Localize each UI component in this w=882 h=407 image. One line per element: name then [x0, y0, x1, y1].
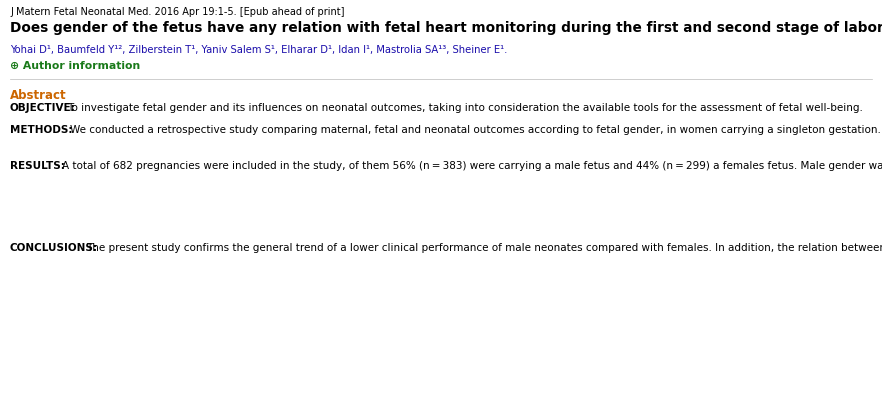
Text: Abstract: Abstract [10, 89, 67, 102]
Text: RESULTS:: RESULTS: [10, 161, 65, 171]
Text: Yohai D¹, Baumfeld Y¹², Zilberstein T¹, Yaniv Salem S¹, Elharar D¹, Idan I¹, Mas: Yohai D¹, Baumfeld Y¹², Zilberstein T¹, … [10, 45, 507, 55]
Text: To investigate fetal gender and its influences on neonatal outcomes, taking into: To investigate fetal gender and its infl… [67, 103, 863, 113]
Text: ⊕ Author information: ⊕ Author information [10, 61, 140, 71]
Text: J Matern Fetal Neonatal Med. 2016 Apr 19:1-5. [Epub ahead of print]: J Matern Fetal Neonatal Med. 2016 Apr 19… [10, 7, 345, 17]
Text: The present study confirms the general trend of a lower clinical performance of : The present study confirms the general t… [86, 243, 882, 253]
Text: A total of 682 pregnancies were included in the study, of them 56% (n = 383) wer: A total of 682 pregnancies were included… [62, 161, 882, 171]
Text: We conducted a retrospective study comparing maternal, fetal and neonatal outcom: We conducted a retrospective study compa… [70, 125, 882, 135]
Text: Does gender of the fetus have any relation with fetal heart monitoring during th: Does gender of the fetus have any relati… [10, 21, 882, 35]
Text: OBJECTIVE:: OBJECTIVE: [10, 103, 76, 113]
Text: METHODS:: METHODS: [10, 125, 72, 135]
Text: CONCLUSIONS:: CONCLUSIONS: [10, 243, 98, 253]
